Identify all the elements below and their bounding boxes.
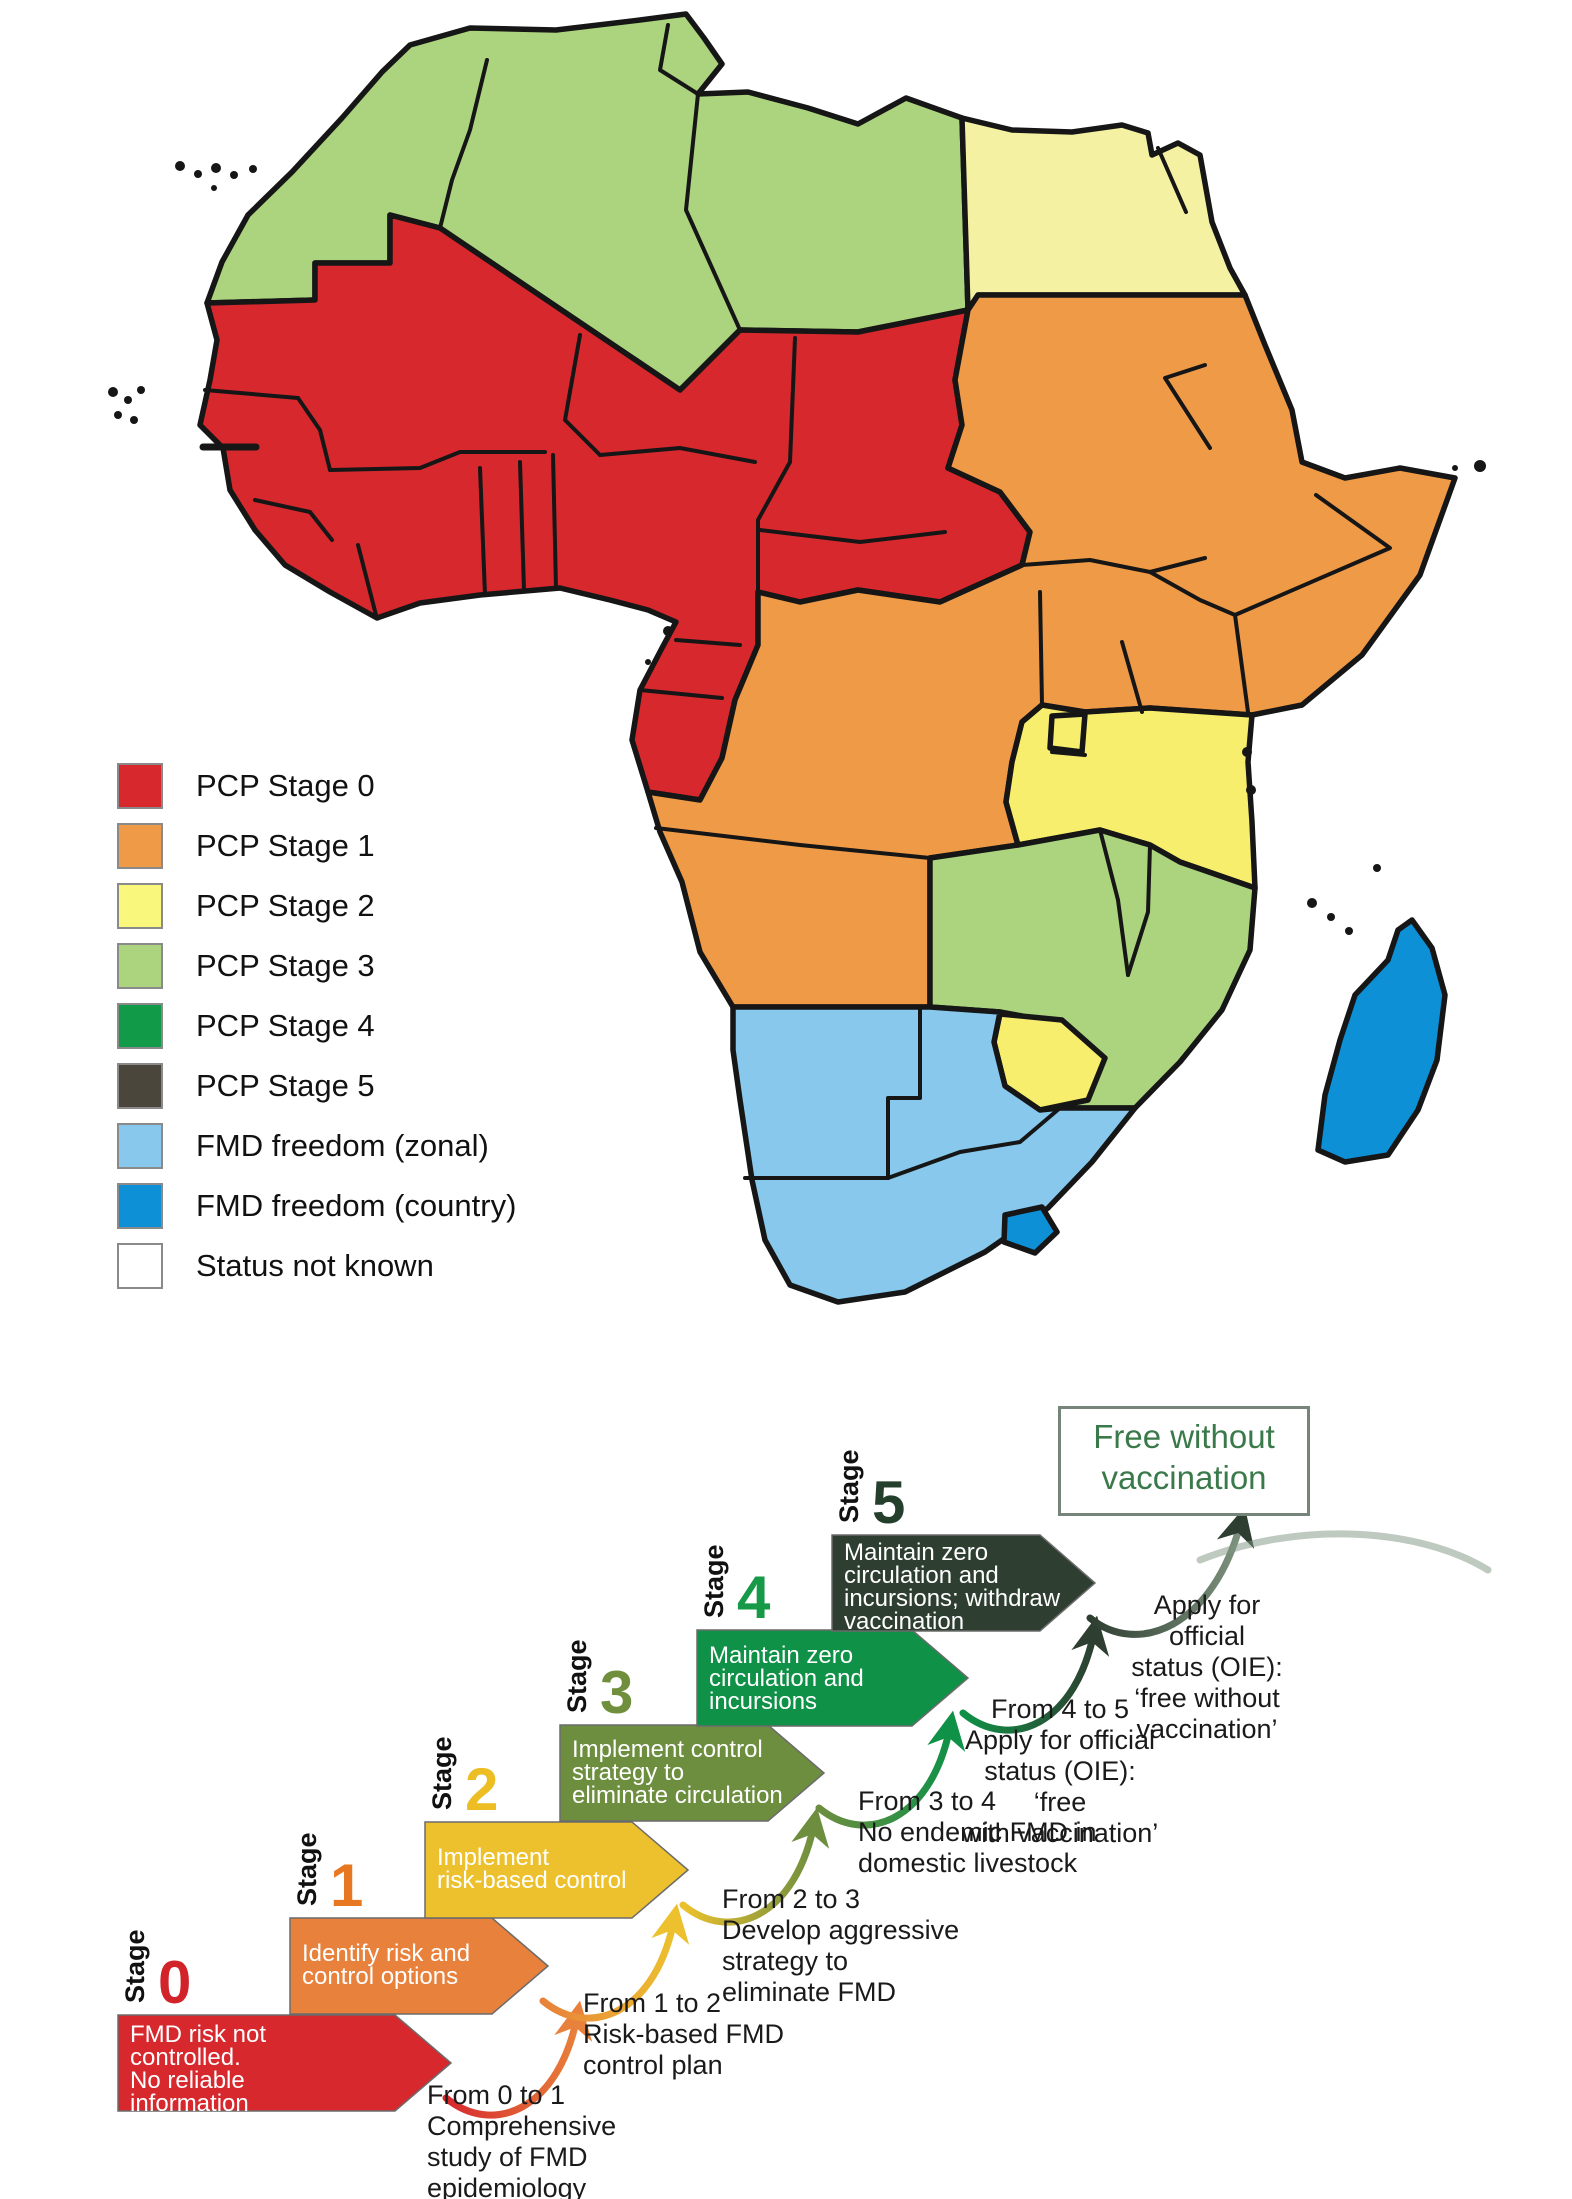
stage-0-word: Stage: [120, 1929, 150, 2003]
stage-4-number: 4: [737, 1564, 771, 1631]
legend-swatch-pcp-stage-3: [117, 943, 163, 989]
legend-label: PCP Stage 3: [196, 948, 375, 983]
islands: [108, 161, 1486, 935]
stage-2-number: 2: [465, 1756, 498, 1823]
legend-swatch-pcp-stage-2: [117, 883, 163, 929]
stage-3-description: Implement control strategy to eliminate c…: [572, 1736, 783, 1809]
region-rwanda: [1047, 711, 1088, 755]
stage-4-description: Maintain zero circulation and incursions: [709, 1642, 864, 1715]
legend-label: PCP Stage 0: [196, 768, 375, 803]
stage-5-word: Stage: [834, 1449, 864, 1523]
region-madagascar: [1315, 917, 1448, 1165]
stage-3-word: Stage: [562, 1639, 592, 1713]
arc-1-to-2: [539, 1903, 690, 2022]
stage-2-word: Stage: [427, 1736, 457, 1810]
arc-5-to-free: [1086, 1506, 1255, 1638]
region-egypt: [959, 115, 1248, 313]
stage-1-description: Identify risk and control options: [302, 1940, 471, 1990]
region-lesotho: [1001, 1204, 1060, 1256]
legend-row: Status not known: [117, 1243, 516, 1289]
legend-label: PCP Stage 2: [196, 888, 375, 923]
free-without-vaccination-box: Free without vaccination: [1058, 1406, 1310, 1516]
transition-0-1-note: From 0 to 1 Comprehensive study of FMD epi…: [427, 2080, 617, 2199]
legend-row: PCP Stage 0: [117, 763, 516, 809]
stage-0-arrow: [117, 2014, 453, 2112]
transition-1-2-note: From 1 to 2 Risk-based FMD control plan: [583, 1988, 785, 2080]
arc-0-to-1: [442, 2000, 593, 2119]
stage-2-description: Implement risk-based control: [437, 1844, 627, 1894]
legend-label: PCP Stage 5: [196, 1068, 375, 1103]
legend-row: PCP Stage 2: [117, 883, 516, 929]
legend-row: PCP Stage 4: [117, 1003, 516, 1049]
stage-1-number: 1: [330, 1852, 363, 1919]
free-box-line: vaccination: [1101, 1459, 1267, 1496]
stage-5-number: 5: [872, 1469, 905, 1536]
transition-2-3-note: From 2 to 3 Develop aggressive strategy t…: [722, 1884, 960, 2007]
pcp-staircase: Stage 0 Stage 1 Stage 2 Stage 3 Stage 4 …: [117, 1449, 1492, 2119]
stage-5-arrow: [831, 1534, 1097, 1632]
legend-row: FMD freedom (zonal): [117, 1123, 516, 1169]
transition-4-5-note: From 4 to 5 Apply for official status (OI…: [961, 1694, 1159, 1848]
legend-label: PCP Stage 4: [196, 1008, 375, 1043]
legend-swatch-pcp-stage-1: [117, 823, 163, 869]
legend-swatch-pcp-stage-4: [117, 1003, 163, 1049]
transition-3-4-note: From 3 to 4 No endemic FMD in domestic li…: [858, 1786, 1097, 1878]
legend-row: PCP Stage 1: [117, 823, 516, 869]
transition-5-free-note: Apply for official status (OIE): ‘free wi…: [1131, 1590, 1283, 1744]
free-box-line: Free without: [1093, 1418, 1275, 1455]
stage-1-word: Stage: [292, 1832, 322, 1906]
legend-swatch-pcp-stage-5: [117, 1063, 163, 1109]
legend-row: PCP Stage 3: [117, 943, 516, 989]
arc-4-to-5: [959, 1615, 1110, 1734]
legend-label: Status not known: [196, 1248, 434, 1283]
stage-3-number: 3: [600, 1659, 633, 1726]
stage-4-word: Stage: [699, 1544, 729, 1618]
africa-map: [108, 11, 1486, 1305]
legend-label: PCP Stage 1: [196, 828, 375, 863]
stage-5-description: Maintain zero circulation and incursions;…: [844, 1539, 1061, 1635]
arc-free-fade: [1196, 1530, 1492, 1574]
legend-row: PCP Stage 5: [117, 1063, 516, 1109]
country-borders: [199, 23, 1392, 1180]
legend: PCP Stage 0 PCP Stage 1 PCP Stage 2 PCP …: [117, 763, 516, 1289]
legend-label: FMD freedom (country): [196, 1188, 517, 1223]
stage-0-description: FMD risk not controlled. No reliable infor…: [130, 2021, 267, 2117]
arc-3-to-4: [815, 1710, 966, 1829]
legend-row: FMD freedom (country): [117, 1183, 516, 1229]
stage-2-arrow: [424, 1821, 690, 1919]
legend-swatch-fmd-freedom-zonal: [117, 1123, 163, 1169]
legend-swatch-fmd-freedom-country: [117, 1183, 163, 1229]
arc-2-to-3: [679, 1807, 830, 1926]
stage-0-number: 0: [158, 1949, 191, 2016]
legend-swatch-status-not-known: [117, 1243, 163, 1289]
legend-label: FMD freedom (zonal): [196, 1128, 489, 1163]
legend-swatch-pcp-stage-0: [117, 763, 163, 809]
